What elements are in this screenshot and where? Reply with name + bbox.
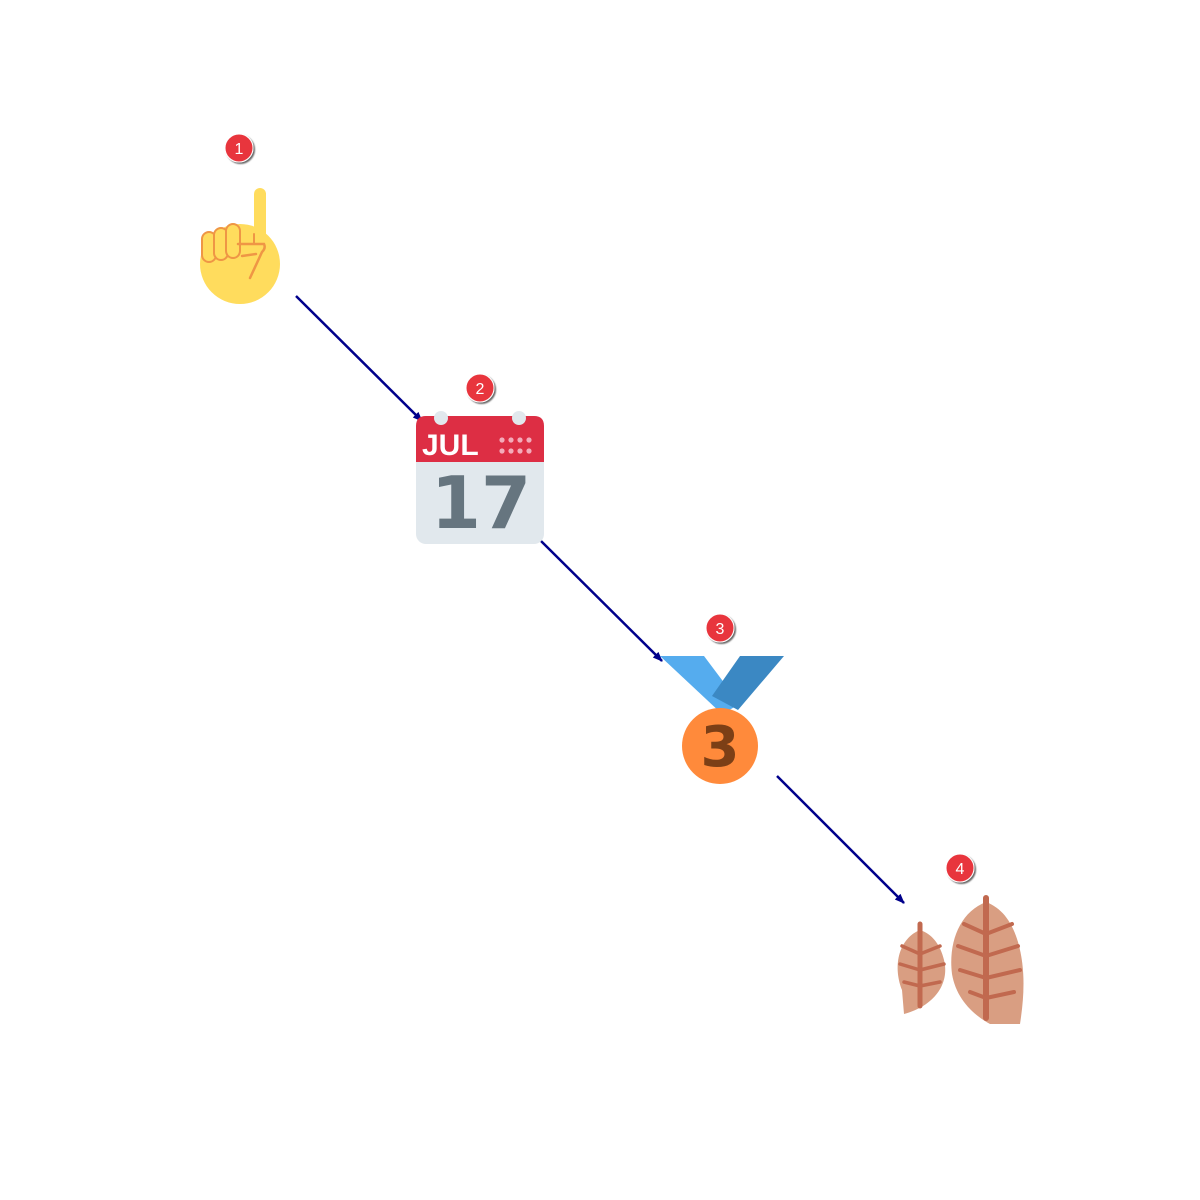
index-pointing-up-icon bbox=[200, 188, 280, 304]
step-2-number: 2 bbox=[476, 381, 485, 398]
step-2-badge bbox=[465, 373, 495, 403]
arrow-1-to-2 bbox=[295, 295, 423, 422]
arrow-3-to-4 bbox=[776, 775, 905, 904]
step-3-number: 3 bbox=[716, 621, 725, 638]
step-3-badge bbox=[705, 613, 735, 643]
third-place-medal-icon bbox=[660, 656, 784, 784]
step-4-badge bbox=[945, 853, 975, 883]
step-4-number: 4 bbox=[956, 861, 965, 878]
step-1-number: 1 bbox=[235, 141, 244, 158]
calendar-icon bbox=[416, 411, 544, 544]
arrow-2-to-3 bbox=[540, 540, 663, 662]
calendar-day: 17 bbox=[431, 461, 531, 545]
fallen-leaves-icon bbox=[897, 895, 1024, 1024]
step-1-badge bbox=[224, 133, 254, 163]
calendar-month: JUL bbox=[422, 429, 479, 462]
medal-number: 3 bbox=[701, 715, 740, 780]
